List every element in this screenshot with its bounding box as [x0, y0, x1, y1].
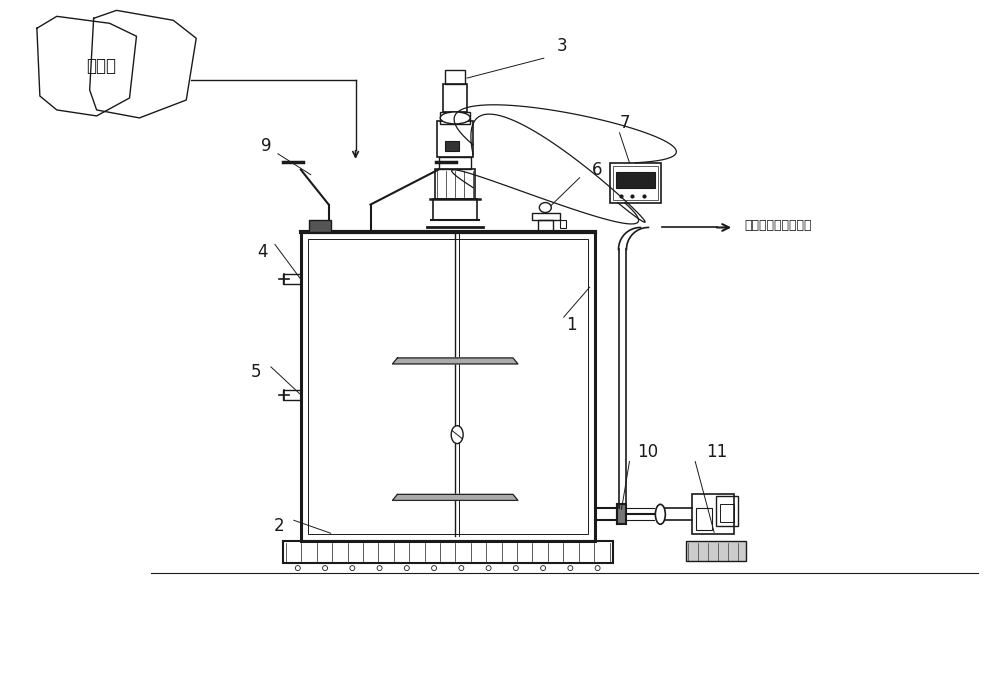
Circle shape: [568, 565, 573, 571]
Ellipse shape: [451, 426, 463, 444]
Bar: [445, 70, 465, 84]
Polygon shape: [90, 10, 196, 118]
Circle shape: [323, 565, 328, 571]
Bar: [686, 541, 746, 561]
Text: 11: 11: [706, 442, 728, 460]
Bar: [692, 495, 734, 534]
Ellipse shape: [539, 203, 551, 212]
Bar: [696, 508, 712, 530]
Bar: [308, 240, 588, 534]
Circle shape: [404, 565, 409, 571]
Text: 9: 9: [261, 137, 271, 155]
Bar: [443, 84, 467, 112]
Circle shape: [486, 565, 491, 571]
Polygon shape: [392, 495, 518, 500]
Text: 3: 3: [556, 37, 567, 55]
Bar: [283, 274, 301, 284]
Bar: [560, 221, 566, 229]
Text: 7: 7: [619, 114, 630, 132]
Circle shape: [595, 565, 600, 571]
Polygon shape: [392, 358, 518, 364]
Text: 6: 6: [592, 161, 603, 179]
Bar: [445, 141, 459, 150]
Bar: [538, 221, 553, 232]
Circle shape: [350, 565, 355, 571]
Bar: [309, 221, 331, 232]
Text: 浆化矿浆付浸出工序: 浆化矿浆付浸出工序: [744, 219, 812, 232]
Bar: [439, 157, 471, 169]
Bar: [433, 199, 477, 221]
Bar: [716, 497, 738, 526]
Polygon shape: [37, 16, 136, 116]
Bar: [610, 163, 661, 203]
Bar: [440, 112, 470, 124]
Text: 4: 4: [258, 243, 268, 261]
Text: 镍精矿: 镍精矿: [87, 57, 117, 75]
Bar: [283, 541, 613, 563]
Bar: [301, 232, 595, 541]
Bar: [532, 212, 560, 221]
Text: 1: 1: [566, 316, 577, 334]
Bar: [616, 172, 655, 188]
Text: 5: 5: [251, 363, 261, 381]
Bar: [617, 504, 626, 524]
Ellipse shape: [440, 112, 470, 124]
Text: 10: 10: [637, 442, 658, 460]
Bar: [283, 390, 301, 400]
Bar: [437, 121, 473, 157]
Ellipse shape: [655, 504, 665, 524]
Bar: [613, 166, 658, 200]
Bar: [720, 504, 734, 522]
Text: 2: 2: [274, 517, 284, 535]
Bar: [435, 169, 475, 199]
Circle shape: [459, 565, 464, 571]
Circle shape: [432, 565, 437, 571]
Circle shape: [513, 565, 518, 571]
Circle shape: [295, 565, 300, 571]
Circle shape: [541, 565, 546, 571]
Circle shape: [377, 565, 382, 571]
